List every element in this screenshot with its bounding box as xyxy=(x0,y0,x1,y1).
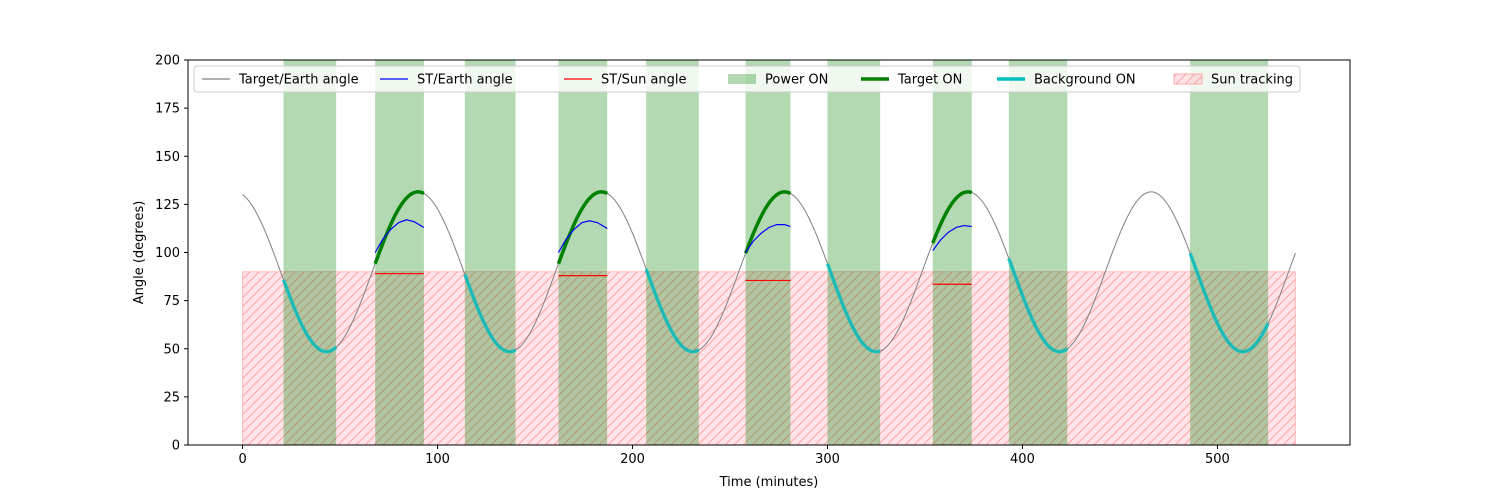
x-tick-label: 200 xyxy=(620,452,645,467)
y-axis-label: Angle (degrees) xyxy=(132,201,147,305)
legend-swatch xyxy=(728,74,756,84)
y-tick-label: 25 xyxy=(163,390,180,405)
target-on-segment xyxy=(556,190,608,265)
x-tick-label: 0 xyxy=(238,452,246,467)
power-on-band xyxy=(1008,60,1068,445)
target-on-segment xyxy=(373,190,425,265)
y-tick-label: 200 xyxy=(155,54,180,69)
target-on-segment xyxy=(743,190,792,254)
power-on-band xyxy=(646,60,699,445)
legend-label: Sun tracking xyxy=(1211,73,1293,88)
power-on-band xyxy=(375,60,424,445)
legend-entry: ST/Sun angle xyxy=(564,73,687,88)
background-on-segment xyxy=(463,273,517,354)
legend-entry: Sun tracking xyxy=(1173,73,1293,88)
x-tick-label: 400 xyxy=(1010,452,1035,467)
st-earth-angle-segment xyxy=(745,223,791,253)
x-tick-label: 100 xyxy=(425,452,450,467)
legend-label: Target/Earth angle xyxy=(238,73,359,88)
st-earth-angle-segment xyxy=(557,220,608,253)
legend-entry: ST/Earth angle xyxy=(380,73,513,88)
legend-box xyxy=(193,65,1301,93)
legend-label: ST/Earth angle xyxy=(417,73,513,88)
plot-area xyxy=(242,60,1296,445)
y-tick-label: 50 xyxy=(163,342,180,357)
sun-tracking-hatch xyxy=(242,271,1296,445)
background-on-segment xyxy=(825,263,881,354)
legend-entry: Target ON xyxy=(861,73,962,88)
power-on-band xyxy=(745,60,791,445)
y-tick-label: 100 xyxy=(155,246,180,261)
legend-swatch-hatch xyxy=(1174,74,1202,84)
legend-label: ST/Sun angle xyxy=(601,73,687,88)
legend-label: Power ON xyxy=(765,73,828,88)
background-on-segment xyxy=(1188,252,1270,354)
y-tick-label: 150 xyxy=(155,150,180,165)
st-earth-angle-segment xyxy=(932,224,972,251)
target-on-segment xyxy=(931,190,973,244)
legend-label: Background ON xyxy=(1034,73,1136,88)
axes: 0 100 200 300 400 500 0 25 50 75 100 125 150 175 200 xyxy=(155,54,1230,468)
background-on-segment xyxy=(281,279,338,354)
y-tick-label: 75 xyxy=(163,294,180,309)
y-tick-label: 175 xyxy=(155,102,180,117)
y-tick-label: 0 xyxy=(172,439,180,454)
x-tick-label: 300 xyxy=(815,452,840,467)
x-axis-label: Time (minutes) xyxy=(719,475,819,490)
legend-entry: Power ON xyxy=(728,73,828,88)
power-on-band xyxy=(932,60,972,445)
x-tick-label: 500 xyxy=(1205,452,1230,467)
legend-label: Target ON xyxy=(897,73,962,88)
background-on-segment xyxy=(1007,257,1069,354)
y-tick-label: 125 xyxy=(155,198,180,213)
legend-entry: Target/Earth angle xyxy=(202,73,359,88)
power-on-band xyxy=(827,60,881,445)
power-on-band xyxy=(1190,60,1269,445)
power-on-band xyxy=(283,60,337,445)
st-earth-angle-segment xyxy=(374,219,425,253)
power-on-band xyxy=(464,60,516,445)
background-on-segment xyxy=(644,268,700,354)
power-on-band xyxy=(558,60,608,445)
legend-entry: Background ON xyxy=(997,73,1136,88)
legend: Target/Earth angle ST/Earth angle ST/Sun a… xyxy=(193,65,1301,93)
